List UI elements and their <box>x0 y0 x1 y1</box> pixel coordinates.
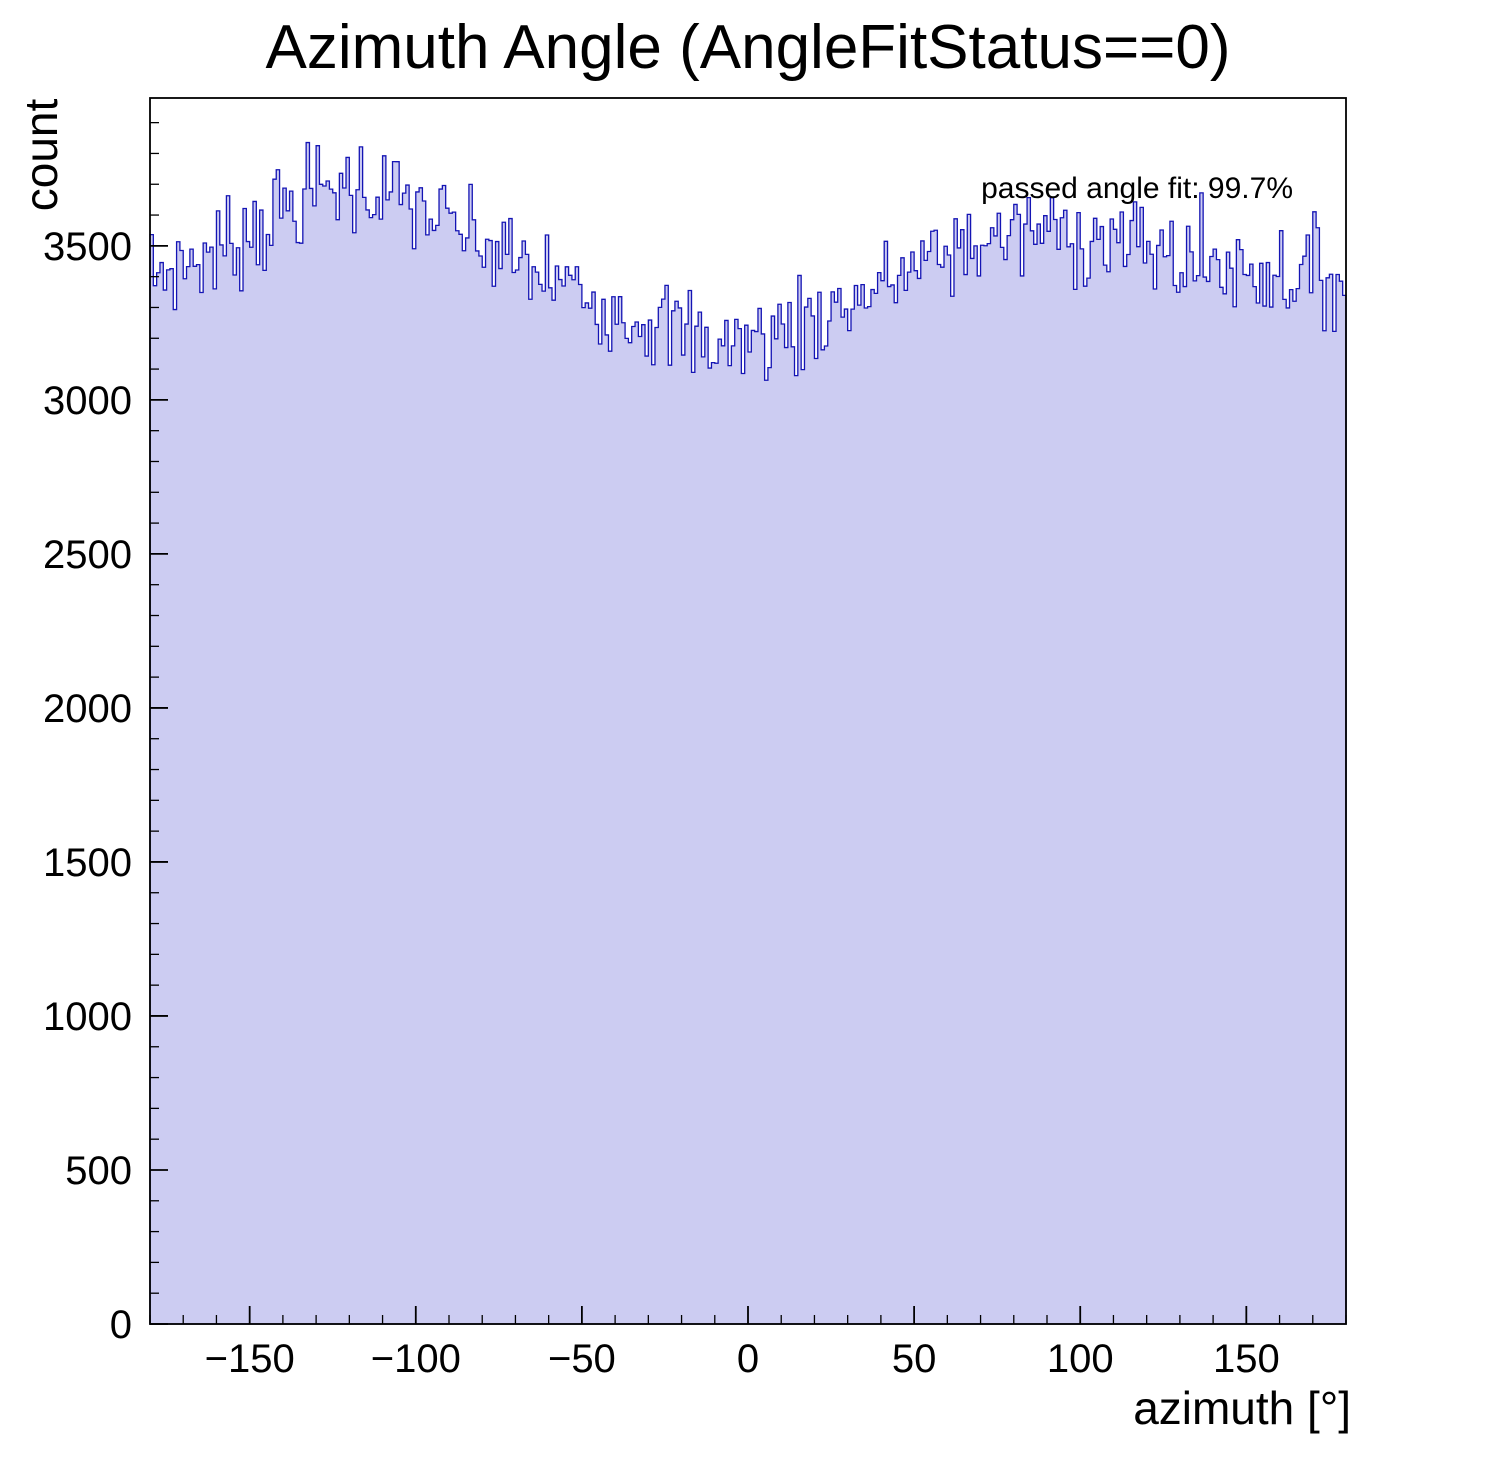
svg-text:−150: −150 <box>205 1337 295 1381</box>
svg-text:−100: −100 <box>371 1337 461 1381</box>
svg-text:azimuth [°]: azimuth [°] <box>1133 1382 1351 1434</box>
svg-text:100: 100 <box>1047 1337 1114 1381</box>
svg-text:150: 150 <box>1213 1337 1280 1381</box>
svg-text:2500: 2500 <box>43 533 132 577</box>
svg-text:Azimuth Angle (AngleFitStatus=: Azimuth Angle (AngleFitStatus==0) <box>266 13 1231 82</box>
svg-text:3000: 3000 <box>43 379 132 423</box>
svg-text:count: count <box>15 99 67 212</box>
svg-text:passed angle fit: 99.7%: passed angle fit: 99.7% <box>981 172 1293 205</box>
svg-text:2000: 2000 <box>43 687 132 731</box>
svg-text:0: 0 <box>737 1337 759 1381</box>
svg-text:−50: −50 <box>548 1337 616 1381</box>
svg-text:3500: 3500 <box>43 225 132 269</box>
svg-text:0: 0 <box>110 1303 132 1347</box>
svg-text:1000: 1000 <box>43 995 132 1039</box>
svg-text:500: 500 <box>65 1149 132 1193</box>
svg-text:1500: 1500 <box>43 841 132 885</box>
svg-text:50: 50 <box>892 1337 937 1381</box>
